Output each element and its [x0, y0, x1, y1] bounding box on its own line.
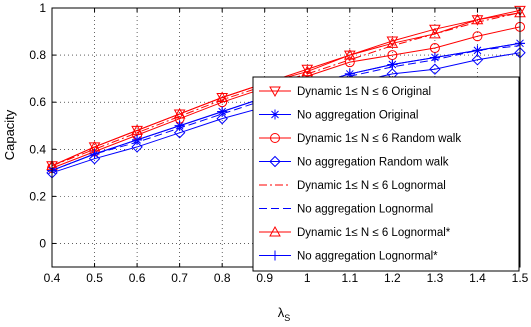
legend-box	[252, 76, 520, 272]
x-tick-label: 1.4	[469, 271, 486, 285]
legend-entry: Dynamic 1≤ N ≤ 6 Random walk	[259, 133, 461, 145]
y-tick-label: 0.2	[29, 189, 46, 203]
legend-label: No aggregation Lognormal	[297, 204, 433, 216]
data-point	[173, 107, 186, 119]
legend-label: Dynamic 1≤ N ≤ 6 Original	[297, 86, 431, 98]
legend-label: No aggregation Lognormal*	[297, 251, 438, 263]
legend-marker	[270, 250, 280, 261]
legend-marker	[269, 155, 281, 168]
x-tick-label: 0.7	[171, 271, 188, 285]
data-point	[216, 91, 229, 102]
data-point	[429, 27, 441, 39]
data-point	[131, 124, 143, 135]
data-point	[472, 45, 483, 56]
data-point	[472, 31, 483, 42]
x-tick-label: 0.8	[214, 271, 231, 285]
y-tick-label: 0.6	[29, 95, 46, 109]
legend-marker	[269, 225, 281, 237]
legend-entry: No aggregation Lognormal	[259, 204, 433, 216]
legend-entry: Dynamic 1≤ N ≤ 6 Lognormal	[259, 180, 446, 192]
x-axis-label-main: λ	[278, 305, 285, 320]
x-tick-label: 1.1	[341, 271, 358, 285]
legend-entry: No aggregation Lognormal*	[259, 250, 438, 263]
data-point	[429, 52, 440, 63]
data-point	[429, 24, 441, 36]
data-point	[471, 13, 484, 25]
data-point	[343, 49, 356, 60]
data-point	[386, 36, 399, 47]
data-point	[514, 5, 526, 17]
data-point	[216, 112, 228, 125]
legend-marker	[270, 109, 280, 120]
data-point	[301, 64, 314, 76]
data-point	[131, 141, 143, 153]
legend-entry: No aggregation Random walk	[259, 155, 449, 169]
data-point	[88, 152, 101, 165]
legend-entry: No aggregation Original	[259, 109, 418, 122]
legend-entry: Dynamic 1≤ N ≤ 6 Original	[259, 86, 431, 98]
y-tick-label: 0.8	[29, 48, 46, 62]
legend-label: Dynamic 1≤ N ≤ 6 Lognormal*	[297, 227, 451, 239]
x-axis-label-sub: S	[284, 313, 290, 323]
y-tick-label: 0	[39, 236, 46, 250]
data-point	[89, 148, 100, 159]
y-tick-label: 1	[39, 1, 46, 15]
legend-label: No aggregation Original	[297, 110, 418, 122]
data-point	[471, 54, 484, 66]
x-tick-label: 1.2	[384, 271, 401, 285]
x-axis-label: λS	[278, 305, 291, 323]
data-point	[344, 57, 355, 68]
y-axis-label: Capacity	[2, 109, 17, 160]
x-tick-label: 1.3	[427, 271, 444, 285]
x-tick-label: 0.6	[129, 271, 146, 285]
x-tick-label: 0.5	[86, 271, 103, 285]
legend-entry: Dynamic 1≤ N ≤ 6 Lognormal*	[259, 225, 451, 239]
data-point	[429, 63, 441, 75]
legend-label: Dynamic 1≤ N ≤ 6 Random walk	[297, 133, 461, 145]
x-tick-label: 1.5	[512, 271, 529, 285]
data-point	[173, 127, 186, 139]
x-tick-label: 0.9	[256, 271, 273, 285]
legend: Dynamic 1≤ N ≤ 6 Original No aggregation …	[252, 76, 520, 272]
y-tick-label: 0.4	[29, 142, 46, 156]
data-point	[217, 106, 228, 117]
legend-label: No aggregation Random walk	[297, 157, 449, 169]
legend-marker	[269, 86, 281, 98]
data-point	[386, 37, 399, 48]
data-point	[301, 65, 314, 77]
data-point	[387, 59, 398, 70]
x-tick-label: 1	[304, 271, 311, 285]
legend-marker	[270, 133, 280, 143]
data-point	[132, 134, 143, 145]
x-tick-label: 0.4	[44, 271, 61, 285]
data-point	[174, 120, 185, 131]
legend-label: Dynamic 1≤ N ≤ 6 Lognormal	[297, 180, 446, 192]
